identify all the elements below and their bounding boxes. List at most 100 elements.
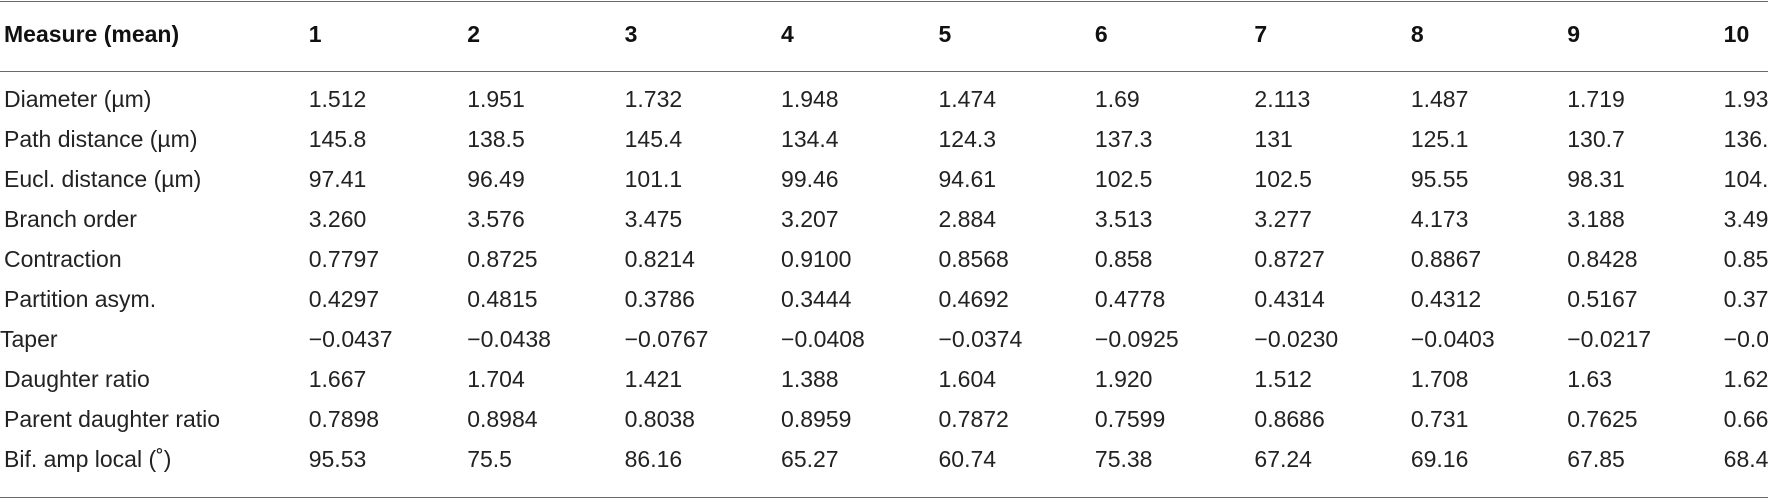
table-cell: 0.8959 <box>781 405 852 432</box>
table-cell: −0.0408 <box>781 325 865 352</box>
table-cell: 98.31 <box>1567 165 1625 192</box>
table-cell: 1.667 <box>308 365 367 392</box>
table-cell: 1.951 <box>467 85 525 112</box>
table-cell: 104.5 <box>1723 165 1768 192</box>
column-header-7: 7 <box>1254 21 1268 47</box>
header-rule <box>0 71 1768 72</box>
column-header-measure: Measure (mean) <box>4 21 180 47</box>
table-cell: 65.27 <box>781 445 839 472</box>
table-cell: 75.5 <box>467 445 512 472</box>
table-cell: 0.4815 <box>467 285 538 312</box>
table-row: Diameter (µm) 1.512 1.951 1.732 1.948 1.474 1.… <box>0 79 1768 119</box>
table-cell: 1.948 <box>781 85 839 112</box>
table-cell: 3.207 <box>781 205 839 232</box>
table-cell: 0.7872 <box>938 405 1009 432</box>
table-cell: 99.46 <box>781 165 839 192</box>
table-cell: 3.260 <box>308 205 367 232</box>
table-cell: 0.7625 <box>1567 405 1638 432</box>
table-cell: 0.4692 <box>938 285 1009 312</box>
table-row: Bif. amp local (˚) 95.53 75.5 86.16 65.27 60.… <box>0 439 1768 479</box>
table-cell: 125.1 <box>1410 125 1469 152</box>
column-header-8: 8 <box>1410 21 1424 47</box>
table-cell: 0.8727 <box>1254 245 1325 272</box>
table-cell: −0.0403 <box>1410 325 1495 352</box>
table-cell: 131 <box>1254 125 1293 152</box>
table-cell: 97.41 <box>308 165 367 192</box>
table-cell: 75.38 <box>1094 445 1153 472</box>
table-row: Daughter ratio 1.667 1.704 1.421 1.388 1.604 1… <box>0 359 1768 399</box>
table-cell: 0.731 <box>1410 405 1469 432</box>
table-cell: −0.0230 <box>1254 325 1339 352</box>
table-cell: 1.69 <box>1094 85 1140 112</box>
table-cell: 1.719 <box>1567 85 1625 112</box>
table-cell: 1.621 <box>1723 365 1768 392</box>
table-cell: 0.858 <box>1094 245 1153 272</box>
row-label: Daughter ratio <box>4 365 150 392</box>
table-cell: 95.53 <box>308 445 367 472</box>
table-cell: 96.49 <box>467 165 525 192</box>
table-cell: 86.16 <box>624 445 683 472</box>
table-cell: 1.604 <box>938 365 997 392</box>
table-cell: 60.74 <box>938 445 997 472</box>
table-cell: 3.277 <box>1254 205 1312 232</box>
table-cell: 136.6 <box>1723 125 1768 152</box>
column-header-6: 6 <box>1094 21 1108 47</box>
table-cell: 0.4312 <box>1410 285 1482 312</box>
row-label: Bif. amp local (˚) <box>4 445 172 472</box>
table-cell: 130.7 <box>1567 125 1625 152</box>
table-cell: 94.61 <box>938 165 997 192</box>
table-cell: 0.3786 <box>624 285 695 312</box>
column-header-1: 1 <box>308 21 322 47</box>
row-label: Branch order <box>4 205 137 232</box>
table-cell: 3.513 <box>1094 205 1153 232</box>
table-cell: 69.16 <box>1410 445 1469 472</box>
table-cell: 138.5 <box>467 125 525 152</box>
table-cell: 0.4314 <box>1254 285 1325 312</box>
table-cell: 0.6617 <box>1723 405 1768 432</box>
table-row: Taper −0.0437 −0.0438 −0.0767 −0.0408 −0.0374… <box>0 319 1768 359</box>
table-cell: 68.43 <box>1723 445 1768 472</box>
column-header-2: 2 <box>467 21 480 47</box>
table-cell: 1.487 <box>1410 85 1469 112</box>
table-cell: 0.7797 <box>308 245 380 272</box>
table-spacer <box>0 67 1768 79</box>
table-cell: 124.3 <box>938 125 997 152</box>
table-cell: 0.8428 <box>1567 245 1638 272</box>
table-cell: 145.4 <box>624 125 683 152</box>
table-row: Contraction 0.7797 0.8725 0.8214 0.9100 0.856… <box>0 239 1768 279</box>
table-cell: 102.5 <box>1094 165 1153 192</box>
table-cell: 0.8867 <box>1410 245 1482 272</box>
table-cell: 67.24 <box>1254 445 1312 472</box>
table-cell: 4.173 <box>1410 205 1469 232</box>
table-cell: 0.8686 <box>1254 405 1325 432</box>
table-cell: 2.884 <box>938 205 997 232</box>
table-cell: 1.63 <box>1567 365 1613 392</box>
table-cell: −0.0217 <box>1567 325 1652 352</box>
table-cell: −0.0374 <box>938 325 1023 352</box>
column-header-5: 5 <box>938 21 952 47</box>
table-cell: 0.5167 <box>1567 285 1638 312</box>
table-cell: 0.8984 <box>467 405 538 432</box>
table-row: Path distance (µm) 145.8 138.5 145.4 134.4 12… <box>0 119 1768 159</box>
table-cell: 1.474 <box>938 85 997 112</box>
table-cell: 0.4778 <box>1094 285 1166 312</box>
table-cell: 1.421 <box>624 365 683 392</box>
table-cell: 0.4297 <box>308 285 380 312</box>
table-cell: 3.188 <box>1567 205 1625 232</box>
data-table: Measure (mean) 1 2 3 4 5 6 7 8 9 10 Diam… <box>0 2 1768 479</box>
table-cell: 102.5 <box>1254 165 1312 192</box>
table-cell: 0.3764 <box>1723 285 1768 312</box>
table-cell: 0.7599 <box>1094 405 1166 432</box>
table-cell: 67.85 <box>1567 445 1625 472</box>
table-cell: −0.0767 <box>624 325 709 352</box>
bottom-rule <box>0 497 1768 498</box>
table-cell: 3.475 <box>624 205 683 232</box>
table-cell: 137.3 <box>1094 125 1153 152</box>
row-label: Path distance (µm) <box>4 125 198 152</box>
table-row: Branch order 3.260 3.576 3.475 3.207 2.884 3.5… <box>0 199 1768 239</box>
column-header-4: 4 <box>781 21 794 47</box>
table-cell: 1.939 <box>1723 85 1768 112</box>
table-cell: 1.920 <box>1094 365 1153 392</box>
row-label: Taper <box>0 325 58 352</box>
